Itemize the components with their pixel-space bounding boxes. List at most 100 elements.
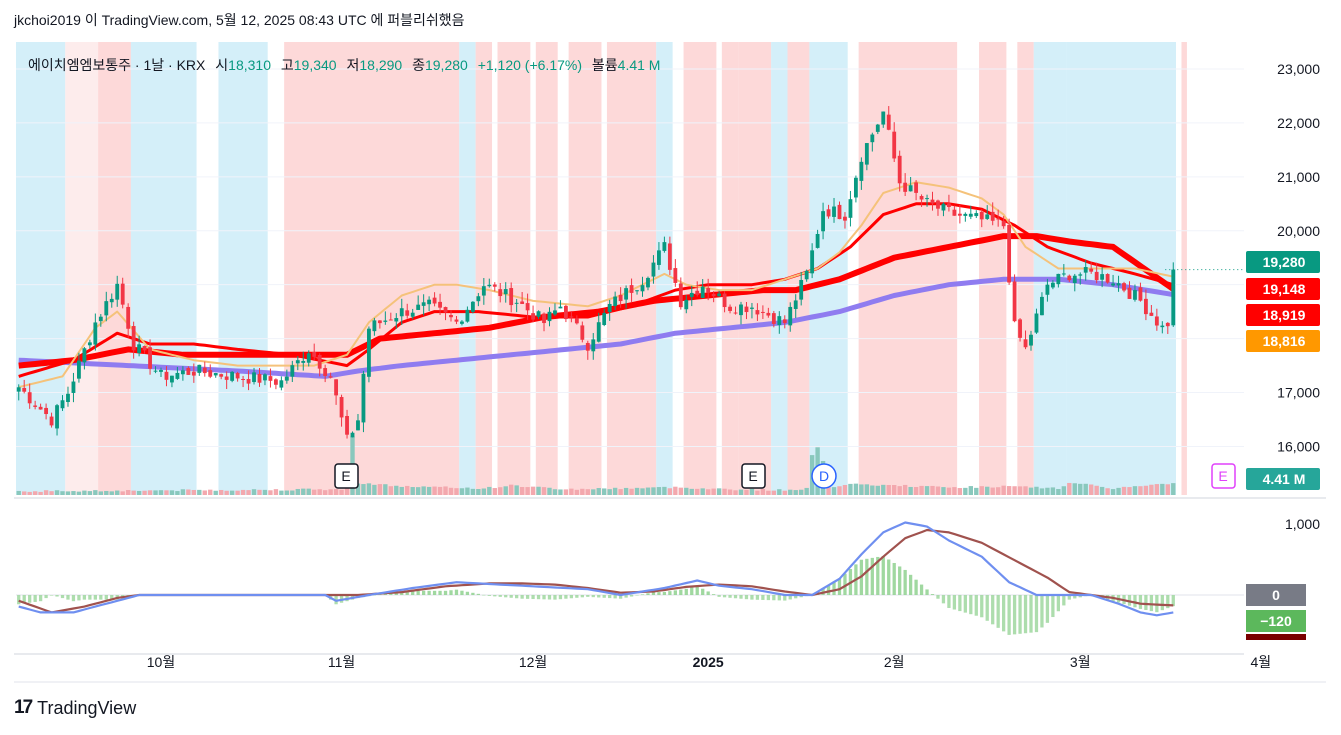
volume-bar — [689, 488, 694, 495]
time-tick-label: 12월 — [519, 654, 547, 670]
price-label: 18,816 — [1263, 333, 1306, 349]
volume-bar — [990, 487, 995, 495]
candle-body — [788, 306, 793, 326]
chart-canvas[interactable]: 23,00022,00021,00020,00019,00018,00017,0… — [14, 40, 1326, 684]
volume-bar — [656, 487, 662, 495]
volume-bar — [16, 490, 21, 495]
macd-histogram-bar — [1018, 595, 1022, 634]
macd-histogram-bar — [104, 595, 108, 600]
volume-bar — [1094, 485, 1099, 495]
candle-body — [323, 368, 328, 376]
macd-histogram-bar — [1056, 595, 1060, 612]
macd-histogram-bar — [837, 578, 842, 595]
candle-body — [739, 304, 743, 316]
candle-body — [667, 243, 672, 270]
candle-body — [1050, 282, 1055, 288]
price-chart[interactable]: 23,00022,00021,00020,00019,00018,00017,0… — [14, 40, 1326, 689]
time-axis: 10월11월12월20252월3월4월5월 — [14, 654, 1326, 683]
volume-bar — [700, 488, 705, 495]
candle-body — [646, 277, 650, 288]
volume-bar — [197, 489, 202, 495]
candle-body — [454, 319, 459, 322]
volume-bar — [279, 490, 284, 495]
candle-body — [596, 322, 601, 342]
macd-histogram-bar — [33, 595, 37, 602]
volume-bar — [27, 491, 32, 495]
candle-body — [339, 397, 344, 418]
macd-histogram-bar — [1149, 595, 1154, 612]
macd-histogram-bar — [892, 562, 896, 595]
volume-bar — [875, 485, 880, 495]
macd-histogram-bar — [684, 588, 688, 595]
candle-body — [930, 199, 935, 204]
volume-bar — [766, 490, 771, 495]
volume-bar — [727, 489, 733, 495]
candle-body — [733, 312, 738, 314]
volume-bar — [1089, 484, 1094, 495]
macd-histogram-bar — [22, 595, 26, 604]
candle-body — [1078, 274, 1083, 276]
volume-bar — [618, 489, 623, 495]
volume-bar — [454, 488, 459, 495]
macd-histogram-bar — [1007, 595, 1011, 635]
macd-histogram-bar — [591, 595, 595, 598]
volume-bar — [623, 487, 629, 495]
volume-bar — [1061, 486, 1067, 495]
macd-histogram-bar — [1171, 595, 1175, 607]
time-tick-label: 4월 — [1250, 654, 1271, 670]
candle-body — [109, 298, 114, 303]
macd-histogram-bar — [553, 595, 557, 600]
volume-bar — [580, 488, 585, 495]
volume-bar — [913, 487, 919, 495]
volume-bar — [952, 487, 957, 495]
volume-bar — [235, 490, 240, 495]
background-band — [979, 42, 1007, 495]
candle-body — [328, 376, 333, 378]
candle-body — [498, 289, 503, 297]
volume-bar — [919, 485, 924, 495]
volume-bar — [492, 488, 497, 495]
event-marker-label: E — [748, 468, 757, 484]
price-tick-label: 21,000 — [1277, 169, 1320, 185]
candle-body — [678, 283, 683, 308]
candle-body — [1018, 319, 1022, 338]
volume-bar — [229, 490, 235, 495]
candle-body — [717, 293, 722, 297]
volume-bar — [941, 487, 946, 495]
volume-bar — [1154, 484, 1160, 495]
volume-bar — [519, 487, 525, 495]
brand-name: TradingView — [37, 697, 137, 718]
candle-body — [208, 370, 213, 377]
volume-bar — [333, 489, 339, 495]
candle-body — [27, 392, 32, 404]
candle-body — [1133, 290, 1137, 300]
candle-body — [219, 374, 224, 377]
volume-bar — [1099, 486, 1105, 495]
brand-footer[interactable]: 17 TradingView — [14, 697, 136, 719]
macd-histogram-bar — [744, 595, 749, 600]
candle-body — [372, 320, 377, 332]
macd-histogram-bar — [372, 595, 377, 596]
macd-line — [18, 521, 1174, 617]
candle-body — [766, 312, 771, 316]
volume-bar — [65, 491, 71, 495]
candle-body — [963, 213, 968, 216]
volume-bar — [202, 490, 207, 495]
volume-bar — [322, 490, 328, 495]
candle-body — [585, 342, 590, 351]
macd-histogram-bar — [17, 595, 21, 605]
candle-body — [525, 303, 530, 311]
volume-bar — [1028, 487, 1034, 495]
volume-bar — [147, 490, 153, 495]
candle-body — [968, 213, 973, 217]
macd-histogram-bar — [919, 584, 924, 595]
volume-bar — [864, 484, 870, 495]
macd-histogram-bar — [733, 595, 738, 599]
candle-body — [312, 352, 317, 357]
volume-bar — [1006, 486, 1012, 495]
volume-bar — [799, 489, 804, 495]
macd-histogram-bar — [454, 589, 459, 595]
candle-body — [170, 375, 174, 383]
macd-histogram-bar — [914, 579, 918, 595]
candle-body — [410, 312, 415, 317]
